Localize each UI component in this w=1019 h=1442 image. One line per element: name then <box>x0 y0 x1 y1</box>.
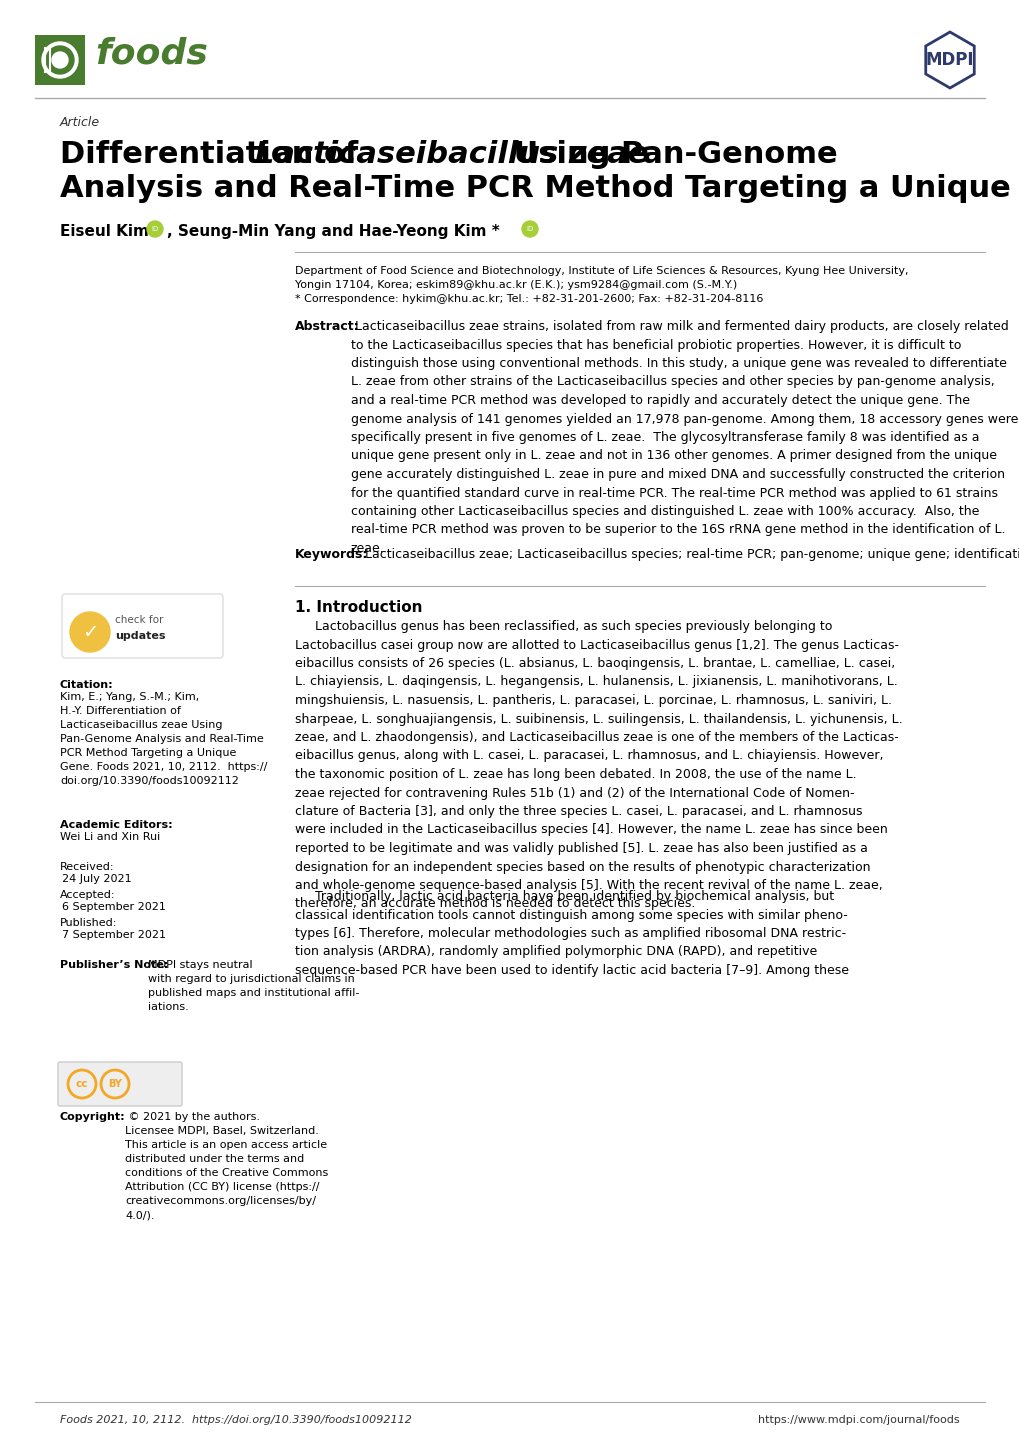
Text: Abstract:: Abstract: <box>294 320 360 333</box>
Text: © 2021 by the authors.
Licensee MDPI, Basel, Switzerland.
This article is an ope: © 2021 by the authors. Licensee MDPI, Ba… <box>125 1112 328 1220</box>
Text: Analysis and Real-Time PCR Method Targeting a Unique Gene: Analysis and Real-Time PCR Method Target… <box>60 174 1019 203</box>
Text: updates: updates <box>115 632 165 642</box>
Circle shape <box>522 221 537 236</box>
Circle shape <box>147 221 163 236</box>
Text: Using Pan-Genome: Using Pan-Genome <box>502 140 837 169</box>
Text: Eiseul Kim: Eiseul Kim <box>60 224 154 239</box>
Text: iD: iD <box>526 226 533 232</box>
Text: MDPI: MDPI <box>925 50 973 69</box>
Circle shape <box>42 42 77 78</box>
Text: Keywords:: Keywords: <box>294 548 368 561</box>
Text: Lactobacillus genus has been reclassified, as such species previously belonging : Lactobacillus genus has been reclassifie… <box>294 620 902 910</box>
Text: Lacticaseibacillus zeae strains, isolated from raw milk and fermented dairy prod: Lacticaseibacillus zeae strains, isolate… <box>351 320 1017 555</box>
Text: Published:: Published: <box>60 919 117 929</box>
Text: foods: foods <box>95 36 208 71</box>
Text: MDPI stays neutral
with regard to jurisdictional claims in
published maps and in: MDPI stays neutral with regard to jurisd… <box>148 960 359 1012</box>
Text: Traditionally, lactic acid bacteria have been identified by biochemical analysis: Traditionally, lactic acid bacteria have… <box>294 890 848 978</box>
Text: Differentiation of: Differentiation of <box>60 140 369 169</box>
FancyBboxPatch shape <box>58 1061 181 1106</box>
Text: 6 September 2021: 6 September 2021 <box>62 903 166 911</box>
Text: Lacticaseibacillus zeae: Lacticaseibacillus zeae <box>255 140 648 169</box>
Text: Foods 2021, 10, 2112.  https://doi.org/10.3390/foods10092112: Foods 2021, 10, 2112. https://doi.org/10… <box>60 1415 412 1425</box>
Text: iD: iD <box>151 226 159 232</box>
Text: Article: Article <box>60 115 100 128</box>
Text: Received:: Received: <box>60 862 114 872</box>
Text: Wei Li and Xin Rui: Wei Li and Xin Rui <box>60 832 160 842</box>
Text: Publisher’s Note:: Publisher’s Note: <box>60 960 168 970</box>
Text: 24 July 2021: 24 July 2021 <box>62 874 131 884</box>
Text: , Seung-Min Yang and Hae-Yeong Kim *: , Seung-Min Yang and Hae-Yeong Kim * <box>167 224 499 239</box>
Text: Citation:: Citation: <box>60 681 113 691</box>
Text: https://www.mdpi.com/journal/foods: https://www.mdpi.com/journal/foods <box>758 1415 959 1425</box>
Text: Yongin 17104, Korea; eskim89@khu.ac.kr (E.K.); ysm9284@gmail.com (S.-M.Y.): Yongin 17104, Korea; eskim89@khu.ac.kr (… <box>294 280 737 290</box>
Text: Accepted:: Accepted: <box>60 890 115 900</box>
Text: * Correspondence: hykim@khu.ac.kr; Tel.: +82-31-201-2600; Fax: +82-31-204-8116: * Correspondence: hykim@khu.ac.kr; Tel.:… <box>294 294 762 304</box>
Text: Lacticaseibacillus zeae; Lacticaseibacillus species; real-time PCR; pan-genome; : Lacticaseibacillus zeae; Lacticaseibacil… <box>361 548 1019 561</box>
Text: 7 September 2021: 7 September 2021 <box>62 930 166 940</box>
Circle shape <box>46 46 74 74</box>
Text: 1. Introduction: 1. Introduction <box>294 600 422 614</box>
Text: Copyright:: Copyright: <box>60 1112 125 1122</box>
Text: BY: BY <box>108 1079 122 1089</box>
Text: ✓: ✓ <box>82 623 98 642</box>
Circle shape <box>52 52 68 68</box>
Text: check for: check for <box>115 614 163 624</box>
Text: Department of Food Science and Biotechnology, Institute of Life Sciences & Resou: Department of Food Science and Biotechno… <box>294 265 908 275</box>
FancyBboxPatch shape <box>35 35 85 85</box>
FancyBboxPatch shape <box>62 594 223 658</box>
Text: cc: cc <box>75 1079 89 1089</box>
Text: Kim, E.; Yang, S.-M.; Kim,
H.-Y. Differentiation of
Lacticaseibacillus zeae Usin: Kim, E.; Yang, S.-M.; Kim, H.-Y. Differe… <box>60 692 267 786</box>
Text: Academic Editors:: Academic Editors: <box>60 820 172 831</box>
Circle shape <box>70 611 110 652</box>
